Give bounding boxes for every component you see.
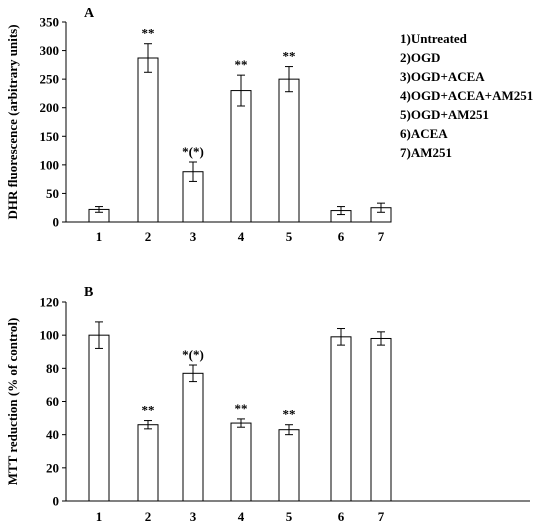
y-tick-label: 60 [46, 394, 59, 409]
bar [278, 429, 300, 502]
significance-label: ** [283, 49, 296, 64]
significance-label: ** [283, 407, 296, 422]
significance-label: ** [142, 403, 155, 418]
significance-label: *(*) [182, 144, 204, 159]
bar [88, 334, 110, 502]
y-tick-label: 250 [40, 72, 60, 87]
bar [278, 78, 300, 223]
y-tick-label: 80 [46, 361, 59, 376]
y-tick-label: 0 [53, 494, 60, 509]
significance-label: ** [142, 26, 155, 41]
legend-item: 3)OGD+ACEA [400, 69, 485, 84]
bar [230, 90, 252, 223]
significance-label: *(*) [182, 347, 204, 362]
y-tick-label: 20 [46, 460, 59, 475]
bar [137, 424, 159, 502]
bar [370, 337, 392, 502]
bar [137, 57, 159, 223]
legend-item: 5)OGD+AM251 [400, 107, 489, 122]
y-tick-label: 50 [46, 186, 59, 201]
y-tick-label: 100 [40, 328, 60, 343]
y-axis-label: DHR fluorescence (arbitrary units) [5, 24, 20, 219]
x-tick-label: 6 [338, 229, 345, 244]
panel-letter: B [84, 285, 93, 300]
bar [182, 372, 204, 502]
x-tick-label: 1 [96, 229, 103, 244]
bar [330, 336, 352, 502]
legend-item: 1)Untreated [400, 31, 468, 46]
legend-item: 2)OGD [400, 50, 440, 65]
significance-label: ** [235, 401, 248, 416]
x-tick-label: 5 [286, 229, 293, 244]
y-axis-label: MTT reduction (% of control) [5, 318, 20, 486]
x-tick-label: 7 [378, 229, 385, 244]
legend-item: 6)ACEA [400, 126, 448, 141]
panel-b: 0 20 40 60 80 100 120 MTT reduction (% of contr… [5, 285, 530, 524]
y-tick-label: 150 [40, 129, 60, 144]
y-tick-label: 350 [40, 15, 60, 30]
significance-label: ** [235, 57, 248, 72]
x-tick-label: 2 [145, 509, 152, 524]
x-tick-label: 2 [145, 229, 152, 244]
y-tick-label: 120 [40, 295, 60, 310]
x-tick-label: 3 [190, 229, 197, 244]
x-tick-label: 4 [238, 509, 245, 524]
bar [230, 422, 252, 502]
y-tick-label: 40 [46, 427, 59, 442]
legend: 1)Untreated 2)OGD 3)OGD+ACEA 4)OGD+ACEA+AM2… [400, 31, 533, 160]
x-tick-label: 1 [96, 509, 103, 524]
y-tick-label: 300 [40, 43, 60, 58]
x-tick-label: 7 [378, 509, 385, 524]
panel-a: 0 50 100 150 200 250 300 350 DHR fluorescence (a… [5, 6, 392, 244]
x-tick-label: 4 [238, 229, 245, 244]
panel-letter: A [84, 6, 95, 21]
y-tick-label: 200 [40, 100, 60, 115]
x-tick-label: 6 [338, 509, 345, 524]
y-tick-label: 0 [53, 215, 60, 230]
legend-item: 7)AM251 [400, 145, 452, 160]
x-tick-label: 3 [190, 509, 197, 524]
y-tick-label: 100 [40, 157, 60, 172]
x-tick-label: 5 [286, 509, 293, 524]
legend-item: 4)OGD+ACEA+AM251 [400, 88, 533, 103]
